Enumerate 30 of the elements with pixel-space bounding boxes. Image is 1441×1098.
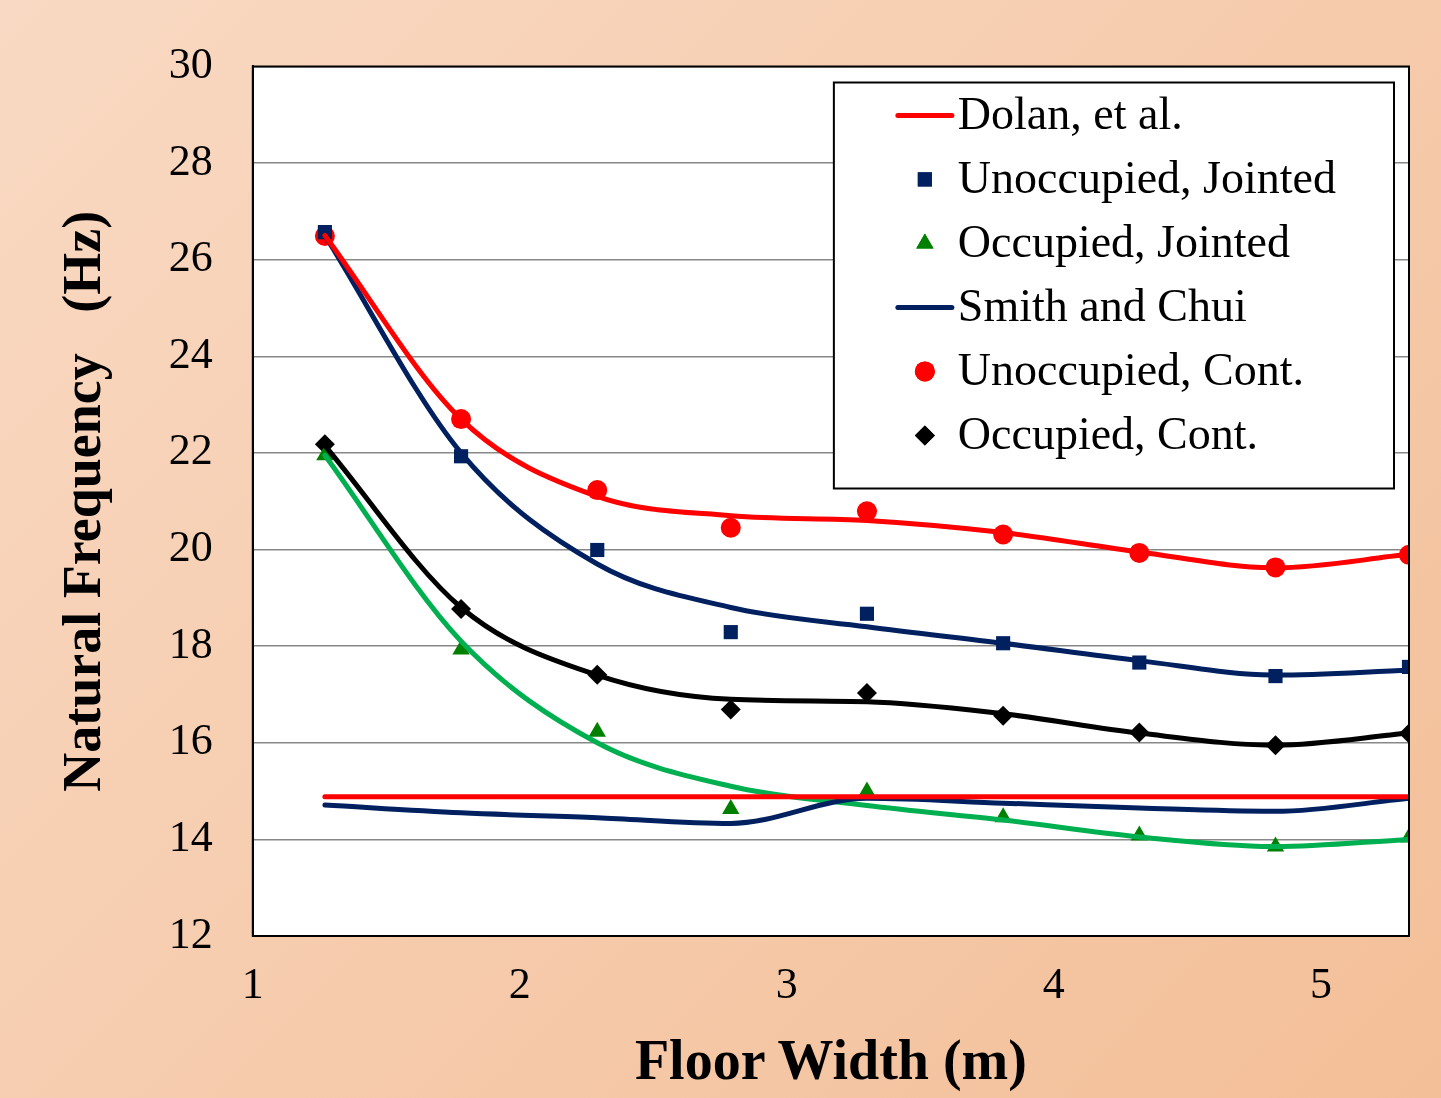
y-tick-label: 22 [168,425,213,475]
legend-label: Occupied, Jointed [957,216,1291,268]
y-tick-label: 24 [168,328,213,378]
point [722,798,740,814]
legend-label: Smith and Chui [957,280,1247,332]
x-tick-label: 3 [775,958,798,1008]
y-tick-label: 30 [168,38,213,88]
y-tick-label: 26 [168,232,213,282]
x-axis-title: Floor Width (m) [634,1028,1027,1092]
y-tick-label: 18 [168,618,213,668]
legend-label: Dolan, et al. [957,88,1183,140]
x-tick-label: 1 [241,958,264,1008]
point [859,606,875,621]
point [723,625,738,640]
y-tick-label: 28 [168,135,213,185]
y-axis-title: Natural Frequency (Hz) [52,210,113,792]
x-tick-label: 2 [508,958,531,1008]
y-tick-label: 20 [168,522,213,572]
point [720,517,741,538]
legend-label: Occupied, Cont. [957,408,1259,460]
y-tick-label: 14 [168,811,213,861]
x-tick-label: 4 [1042,958,1065,1008]
point [720,699,741,720]
y-tick-label: 12 [168,908,213,958]
y-tick-label: 16 [168,715,213,765]
legend-label: Unoccupied, Cont. [957,344,1305,396]
x-tick-label: 5 [1309,958,1332,1008]
legend-label: Unoccupied, Jointed [957,152,1337,204]
point [590,542,605,558]
point [588,721,606,737]
